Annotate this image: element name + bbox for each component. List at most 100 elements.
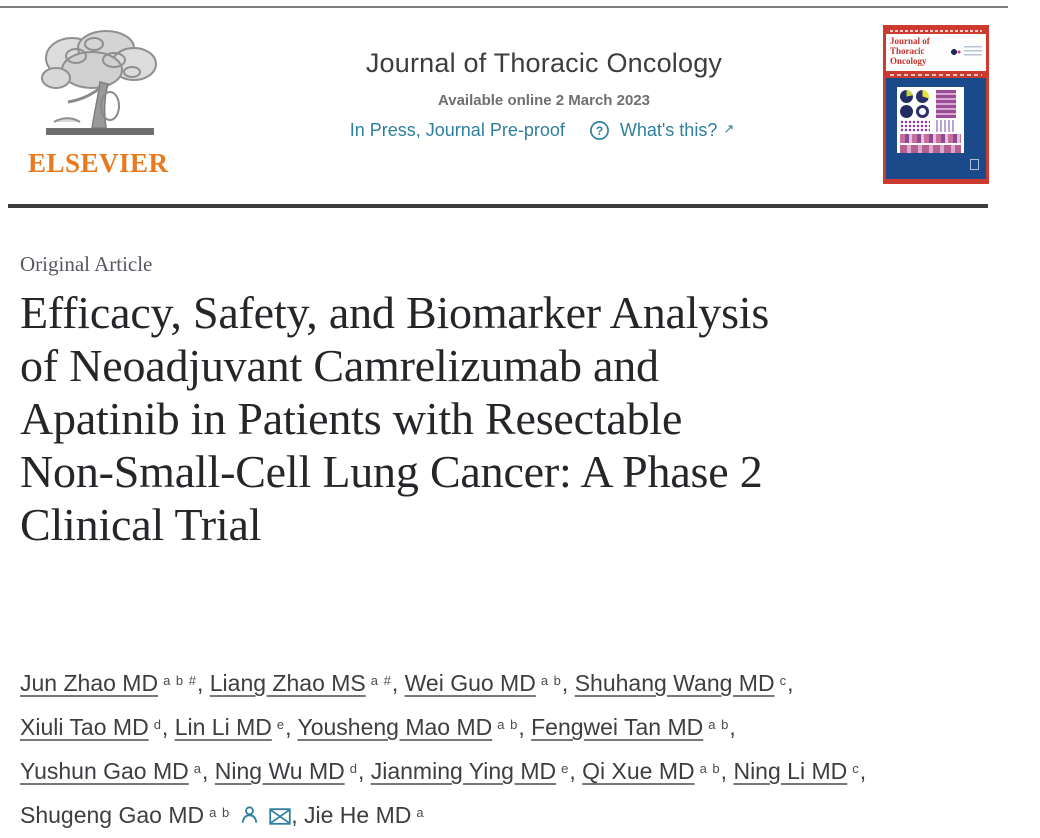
- author-name-link[interactable]: Ning Li MD: [733, 758, 848, 784]
- author: Fengwei Tan MD a b,: [531, 714, 736, 740]
- top-separator: [0, 6, 1008, 8]
- author-name-link[interactable]: Jun Zhao MD: [20, 670, 159, 696]
- author-line: Yushun Gao MD a, Ning Wu MD d, Jianming Yi…: [20, 748, 1020, 792]
- elsevier-logo: ELSEVIER: [28, 26, 178, 179]
- author-separator: ,: [859, 758, 867, 784]
- whats-this-link[interactable]: What's this?: [619, 120, 718, 140]
- author: Liang Zhao MS a #,: [210, 670, 405, 696]
- journal-header: Journal of Thoracic Oncology Available o…: [230, 48, 858, 141]
- author-separator: ,: [787, 670, 794, 696]
- article-title-line: Non-Small-Cell Lung Cancer: A Phase 2: [20, 446, 763, 497]
- author: Jianming Ying MD e,: [371, 758, 582, 784]
- author-affiliation-superscript: d: [349, 761, 358, 776]
- author-affiliation-superscript: c: [852, 761, 860, 776]
- article-title-line: of Neoadjuvant Camrelizumab and: [20, 340, 659, 391]
- author-separator: ,: [202, 758, 215, 784]
- author-line: Xiuli Tao MD d, Lin Li MD e, Yousheng Mao …: [20, 704, 1020, 748]
- author-affiliation-superscript: a b: [209, 805, 231, 820]
- author-affiliation-superscript: e: [561, 761, 570, 776]
- cover-society-logo-icon: [948, 44, 982, 60]
- cover-figure-dots: [900, 120, 930, 132]
- author-name-link[interactable]: Qi Xue MD: [582, 758, 695, 784]
- cover-masthead: Journal of Thoracic Oncology: [886, 34, 986, 71]
- author-name: Jie He MD: [303, 802, 412, 828]
- author-affiliation-superscript: d: [153, 717, 162, 732]
- author-affiliation-superscript: a: [416, 805, 425, 820]
- cover-journal-title-line: Oncology: [890, 56, 927, 66]
- author-name-link[interactable]: Lin Li MD: [174, 714, 272, 740]
- article-title: Efficacy, Safety, and Biomarker Analysis…: [20, 286, 1010, 551]
- author-separator: ,: [729, 714, 736, 740]
- author-name-link[interactable]: Fengwei Tan MD: [531, 714, 704, 740]
- author-affiliation-superscript: a: [193, 761, 202, 776]
- author-list: Jun Zhao MD a b #, Liang Zhao MS a #, Wei …: [20, 660, 1020, 838]
- journal-cover-thumbnail[interactable]: Journal of Thoracic Oncology: [883, 25, 989, 184]
- author: Ning Wu MD d,: [215, 758, 371, 784]
- elsevier-wordmark: ELSEVIER: [28, 148, 169, 178]
- elsevier-tree-icon: [41, 30, 157, 135]
- cover-figure-band: [900, 145, 961, 153]
- author-separator: ,: [291, 802, 304, 828]
- author-name-link[interactable]: Shuhang Wang MD: [574, 670, 775, 696]
- author-name-link[interactable]: Xiuli Tao MD: [20, 714, 149, 740]
- author-separator: ,: [569, 758, 583, 784]
- cover-journal-title-line: Journal of: [890, 36, 930, 46]
- author: Jun Zhao MD a b #,: [20, 670, 210, 696]
- author-separator: ,: [285, 714, 298, 740]
- cover-figure-band: [900, 134, 961, 143]
- author-separator: ,: [518, 714, 532, 740]
- author: Qi Xue MD a b,: [582, 758, 733, 784]
- author-separator: ,: [561, 670, 575, 696]
- author-line: Shugeng Gao MD a b, Jie He MD a: [20, 792, 1020, 838]
- article-title-line: Apatinib in Patients with Resectable: [20, 393, 683, 444]
- in-press-status: In Press, Journal Pre-proof: [349, 120, 565, 140]
- author-affiliation-superscript: c: [779, 673, 788, 688]
- author: Shugeng Gao MD a b,: [20, 802, 304, 828]
- author: Yousheng Mao MD a b,: [297, 714, 531, 740]
- author: Shuhang Wang MD c,: [575, 670, 794, 696]
- correspondence-email-icon[interactable]: [269, 796, 291, 838]
- cover-figure-bars: [936, 120, 956, 132]
- cover-mid-stripe: [886, 71, 986, 78]
- author-name-link[interactable]: Ning Wu MD: [214, 758, 345, 784]
- cover-figure-texture: [936, 90, 956, 118]
- available-online-date: Available online 2 March 2023: [437, 92, 651, 109]
- author-profile-icon[interactable]: [239, 796, 260, 838]
- author-name-link[interactable]: Wei Guo MD: [404, 670, 536, 696]
- author: Wei Guo MD a b,: [405, 670, 575, 696]
- cover-publisher-mark: [970, 159, 979, 170]
- svg-text:?: ?: [596, 124, 603, 138]
- author-affiliation-superscript: a b #: [163, 673, 197, 688]
- author-affiliation-superscript: a #: [370, 673, 392, 688]
- cover-figure-dot: [916, 90, 929, 103]
- cover-figure-panel: [897, 87, 964, 153]
- author: Yushun Gao MD a,: [20, 758, 215, 784]
- cover-figure-dot: [900, 105, 913, 118]
- article-title-line: Clinical Trial: [20, 499, 262, 550]
- cover-figure-dot: [900, 90, 913, 103]
- external-link-arrow-icon: ↗: [723, 120, 735, 136]
- author: Jie He MD a: [304, 802, 425, 828]
- cover-top-stripe: [886, 27, 986, 34]
- author-separator: ,: [720, 758, 734, 784]
- author-affiliation-superscript: a b: [497, 717, 519, 732]
- author-name-link[interactable]: Yousheng Mao MD: [297, 714, 493, 740]
- author-name-link[interactable]: Liang Zhao MS: [209, 670, 366, 696]
- article-category-label: Original Article: [20, 252, 153, 276]
- author: Xiuli Tao MD d,: [20, 714, 175, 740]
- cover-journal-title: Journal of Thoracic Oncology: [890, 36, 930, 69]
- author-line: Jun Zhao MD a b #, Liang Zhao MS a #, Wei …: [20, 660, 1020, 704]
- author-name: Shugeng Gao MD: [20, 802, 205, 828]
- question-circle-icon[interactable]: ?: [589, 120, 610, 141]
- author-separator: ,: [196, 670, 210, 696]
- publication-status-row: In Press, Journal Pre-proof ? What's thi…: [230, 120, 858, 141]
- cover-body: [886, 78, 986, 179]
- author-name-link[interactable]: Jianming Ying MD: [370, 758, 557, 784]
- author-separator: ,: [357, 758, 371, 784]
- journal-name-link[interactable]: Journal of Thoracic Oncology: [365, 48, 723, 78]
- author-name-link[interactable]: Yushun Gao MD: [20, 758, 189, 784]
- cover-journal-title-line: Thoracic: [890, 46, 925, 56]
- author: Ning Li MD c,: [733, 758, 866, 784]
- author-separator: ,: [391, 670, 405, 696]
